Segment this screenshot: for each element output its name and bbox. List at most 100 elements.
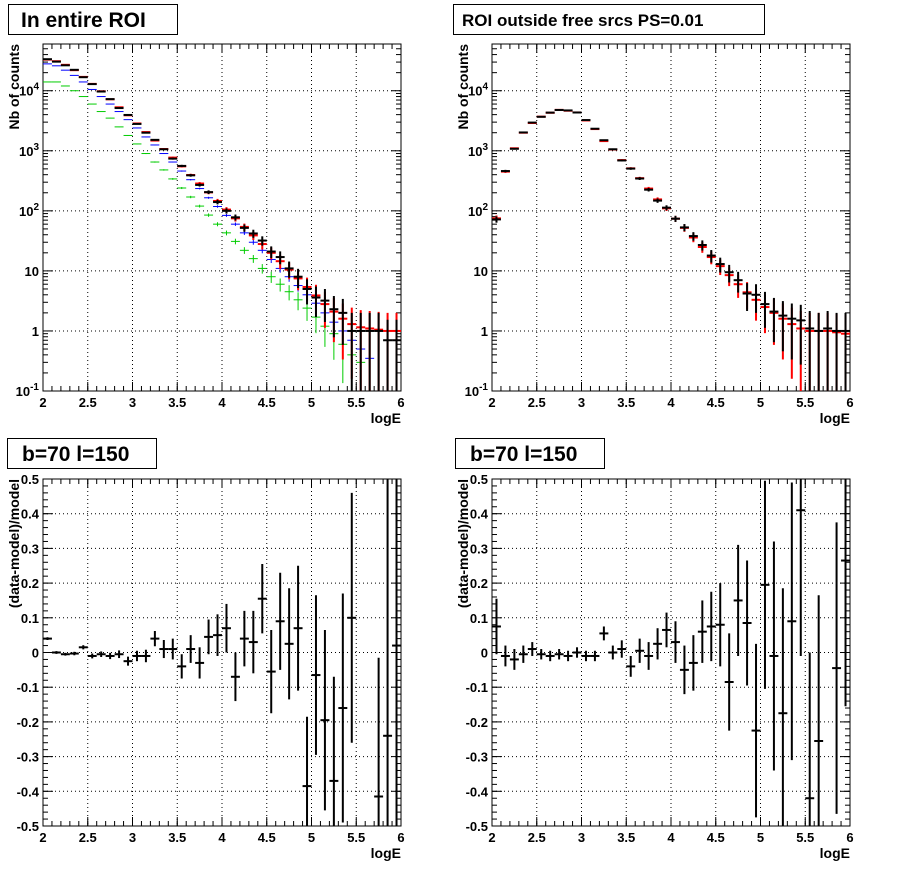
data-point — [230, 652, 240, 702]
x-tick-label: 2.5 — [79, 395, 97, 410]
data-point — [644, 642, 654, 670]
y-axis-label: Nb of counts — [6, 44, 22, 130]
data-point — [626, 655, 636, 677]
data-point — [311, 286, 321, 318]
data-point — [266, 271, 276, 283]
data-point — [213, 614, 222, 656]
data-point — [769, 297, 779, 343]
data-point — [751, 284, 761, 313]
data-point — [266, 629, 276, 714]
series-green — [43, 81, 366, 391]
data-point — [248, 229, 258, 238]
data-point — [150, 630, 160, 647]
series-red — [43, 58, 401, 391]
data-point — [347, 312, 357, 391]
panel-2: 2 2.5 3 3.5 4 4.5 5 5.5 6 10-1 1 10 102 103 104 logE Nb … — [455, 43, 854, 426]
y-tick-label: 0.3 — [470, 541, 488, 556]
data-point — [626, 167, 636, 170]
data-point — [742, 560, 752, 686]
data-point — [509, 147, 519, 150]
data-point — [293, 565, 303, 691]
data-point — [662, 612, 671, 648]
series-black — [492, 108, 850, 391]
data-point — [356, 312, 366, 391]
data-point — [239, 610, 249, 667]
data-point — [114, 650, 124, 659]
x-tick-label: 4.5 — [707, 395, 725, 410]
y-axis-label: Nb of counts — [455, 44, 471, 130]
data-point — [760, 480, 770, 689]
data-point — [204, 190, 214, 195]
y-tick-label: -0.1 — [17, 680, 39, 695]
data-point — [563, 109, 573, 112]
y-tick-label: -0.5 — [466, 819, 488, 834]
data-point — [96, 90, 106, 93]
data-point — [195, 204, 205, 208]
x-tick-label: 6 — [846, 395, 853, 410]
data-point — [599, 626, 609, 641]
x-tick-label: 5 — [308, 395, 315, 410]
data-point — [760, 291, 770, 328]
data-point — [150, 138, 160, 141]
data-point — [177, 164, 187, 168]
y-tick-label: 0.3 — [21, 541, 39, 556]
y-tick-label: 10 — [474, 264, 488, 279]
data-point — [284, 588, 294, 700]
data-point — [168, 178, 178, 180]
data-point — [87, 653, 97, 659]
data-point — [195, 647, 205, 679]
data-point — [239, 247, 249, 254]
data-point — [213, 199, 222, 205]
data-point — [590, 650, 600, 662]
y-tick-label: 104 — [19, 82, 39, 99]
data-point — [168, 157, 178, 160]
y-tick-label: -0.2 — [17, 715, 39, 730]
data-point — [51, 651, 61, 654]
data-point — [248, 610, 258, 674]
data-point — [688, 635, 698, 691]
y-tick-label: -0.5 — [17, 819, 39, 834]
data-point — [581, 119, 591, 122]
data-point — [177, 170, 187, 172]
data-point — [688, 232, 698, 241]
data-point — [590, 127, 600, 130]
data-point — [724, 264, 734, 283]
series-black — [43, 58, 401, 391]
data-point — [132, 127, 142, 129]
y-tick-label: 0.5 — [21, 472, 39, 487]
x-tick-label: 3 — [578, 395, 585, 410]
data-point — [186, 178, 196, 181]
x-tick-label: 6 — [397, 395, 404, 410]
data-point — [742, 283, 752, 311]
data-point — [572, 647, 582, 658]
data-point — [374, 312, 384, 391]
data-point — [105, 652, 115, 660]
data-point — [222, 208, 231, 214]
data-point — [814, 312, 824, 391]
x-tick-label: 3.5 — [617, 395, 635, 410]
data-point — [697, 240, 707, 251]
data-point — [78, 645, 88, 650]
y-tick-label: 0.5 — [470, 472, 488, 487]
data-point — [222, 214, 231, 217]
data-point — [123, 113, 133, 116]
y-tick-label: 103 — [19, 142, 39, 159]
data-point — [509, 649, 519, 670]
data-point — [150, 144, 160, 146]
x-tick-label: 4 — [218, 395, 226, 410]
data-point — [329, 296, 339, 338]
data-point — [715, 583, 725, 667]
data-point — [43, 637, 52, 641]
data-point — [150, 161, 160, 163]
data-point — [536, 115, 546, 118]
y-tick-label: 102 — [468, 202, 488, 219]
panel-4: 2 2.5 3 3.5 4 4.5 5 5.5 6 -0.5 -0.4 -0.3 -0.2 -0.1 0 0.… — [455, 472, 854, 861]
data-point — [168, 161, 178, 163]
data-point — [796, 479, 806, 656]
data-point — [159, 153, 169, 155]
data-point — [545, 650, 555, 662]
x-tick-label: 2 — [488, 830, 495, 845]
data-point — [706, 591, 716, 662]
data-point — [222, 603, 231, 653]
